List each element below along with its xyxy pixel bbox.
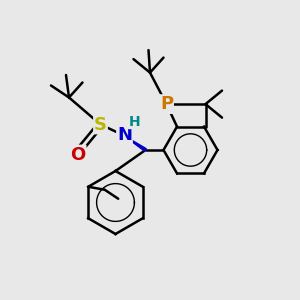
Polygon shape xyxy=(123,135,146,151)
Text: P: P xyxy=(160,95,173,113)
Text: O: O xyxy=(70,146,86,164)
Text: N: N xyxy=(117,126,132,144)
Text: S: S xyxy=(94,116,107,134)
Text: H: H xyxy=(129,115,140,128)
